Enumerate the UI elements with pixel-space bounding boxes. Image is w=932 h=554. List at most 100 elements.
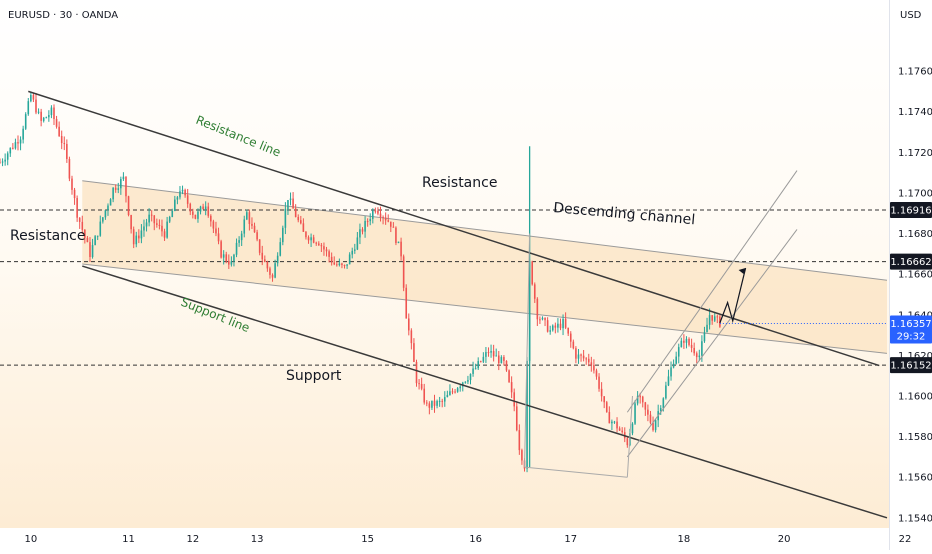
candle-body [84, 229, 86, 238]
level-price-badge [890, 201, 932, 218]
candle-body [549, 330, 551, 332]
candle-body [287, 200, 289, 209]
pattern-base-line-up[interactable] [626, 395, 633, 478]
resistance-trendline[interactable] [28, 90, 880, 367]
candle-body [256, 232, 258, 240]
level-price-badge-text: 1.16152 [890, 361, 931, 372]
candle-body [297, 216, 300, 221]
candle-body [251, 223, 253, 226]
candle-body [474, 368, 477, 370]
candle-body [284, 208, 287, 228]
candle-body [652, 422, 654, 431]
candle-body [413, 343, 415, 362]
candle-body [130, 215, 132, 230]
channel-lower-line [82, 263, 888, 354]
candle-body [125, 176, 127, 197]
y-tick-label: 1.17600 [898, 67, 932, 78]
candle-body [667, 376, 670, 386]
candle-body [688, 338, 690, 345]
candle-body [580, 354, 582, 356]
candle-body [616, 421, 618, 429]
candle-body [163, 231, 166, 238]
x-tick-label: 12 [186, 534, 199, 545]
candle-body [323, 246, 325, 250]
rising-channel-lower[interactable] [626, 229, 798, 458]
candle-body [184, 189, 186, 196]
candle-body [248, 212, 251, 224]
candle-body [377, 210, 379, 214]
pattern-base-line-left[interactable] [524, 466, 628, 478]
level-price-badge [890, 357, 932, 374]
support-trendline[interactable] [82, 265, 888, 519]
candle-body [228, 260, 230, 265]
candle-body [140, 230, 143, 239]
candle-body [171, 210, 174, 218]
level-price-badge-text: 1.16916 [890, 205, 931, 216]
candle-body [713, 316, 716, 321]
candle-body [593, 365, 595, 371]
candle-body [22, 128, 24, 140]
candle-body [495, 355, 498, 357]
resistance-top-label: Resistance [422, 175, 497, 191]
candle-body [233, 254, 235, 262]
candle-body [665, 385, 667, 399]
candle-body [37, 111, 40, 113]
candle-body [572, 341, 575, 349]
candle-body [168, 217, 171, 222]
candle-body [235, 242, 238, 255]
candle-body [431, 400, 433, 408]
candle-body [675, 356, 677, 364]
candle-body [269, 268, 271, 275]
candle-body [670, 367, 672, 377]
price-axis-background [890, 0, 932, 550]
candle-body [174, 199, 176, 211]
candle-body [454, 391, 456, 393]
candle-body [662, 398, 665, 409]
candle-body [127, 196, 130, 216]
candle-body [636, 396, 639, 404]
candle-body [503, 357, 505, 361]
candle-body [0, 162, 1, 164]
candle-body [312, 237, 315, 243]
projection-path[interactable] [719, 267, 747, 324]
candle-body [546, 320, 549, 332]
candle-body [590, 362, 593, 366]
candle-body [513, 392, 516, 407]
candle-body [369, 218, 372, 222]
candle-body [158, 224, 161, 226]
candle-body [418, 383, 420, 385]
y-tick-label: 1.15400 [898, 513, 932, 524]
candle-body [197, 211, 199, 219]
candle-body [27, 101, 30, 115]
candle-body [364, 221, 366, 232]
candle-body [279, 242, 282, 256]
candle-body [328, 251, 330, 257]
candle-body [274, 263, 276, 278]
y-tick-label: 1.15600 [898, 473, 932, 484]
candle-body [611, 421, 613, 424]
candle-body [410, 330, 413, 344]
pattern-left-leg[interactable] [523, 233, 531, 468]
candle-body [212, 221, 215, 229]
candle-body [706, 324, 708, 333]
candle-body [73, 189, 76, 199]
y-tick-label: 1.16800 [898, 229, 932, 240]
candle-body [559, 323, 562, 329]
candle-body [63, 143, 66, 145]
candle-body [449, 391, 451, 395]
candle-body [94, 236, 96, 246]
candle-body [91, 245, 94, 258]
candle-body [451, 391, 454, 393]
candle-body [53, 107, 55, 120]
candle-body [703, 332, 706, 342]
candle-body [325, 249, 328, 252]
candle-body [405, 287, 408, 319]
candle-body [153, 215, 156, 224]
candle-body [68, 158, 71, 179]
rising-channel-upper[interactable] [626, 170, 798, 413]
candle-body [12, 147, 14, 149]
candle-body [112, 187, 114, 200]
candle-body [19, 139, 22, 144]
